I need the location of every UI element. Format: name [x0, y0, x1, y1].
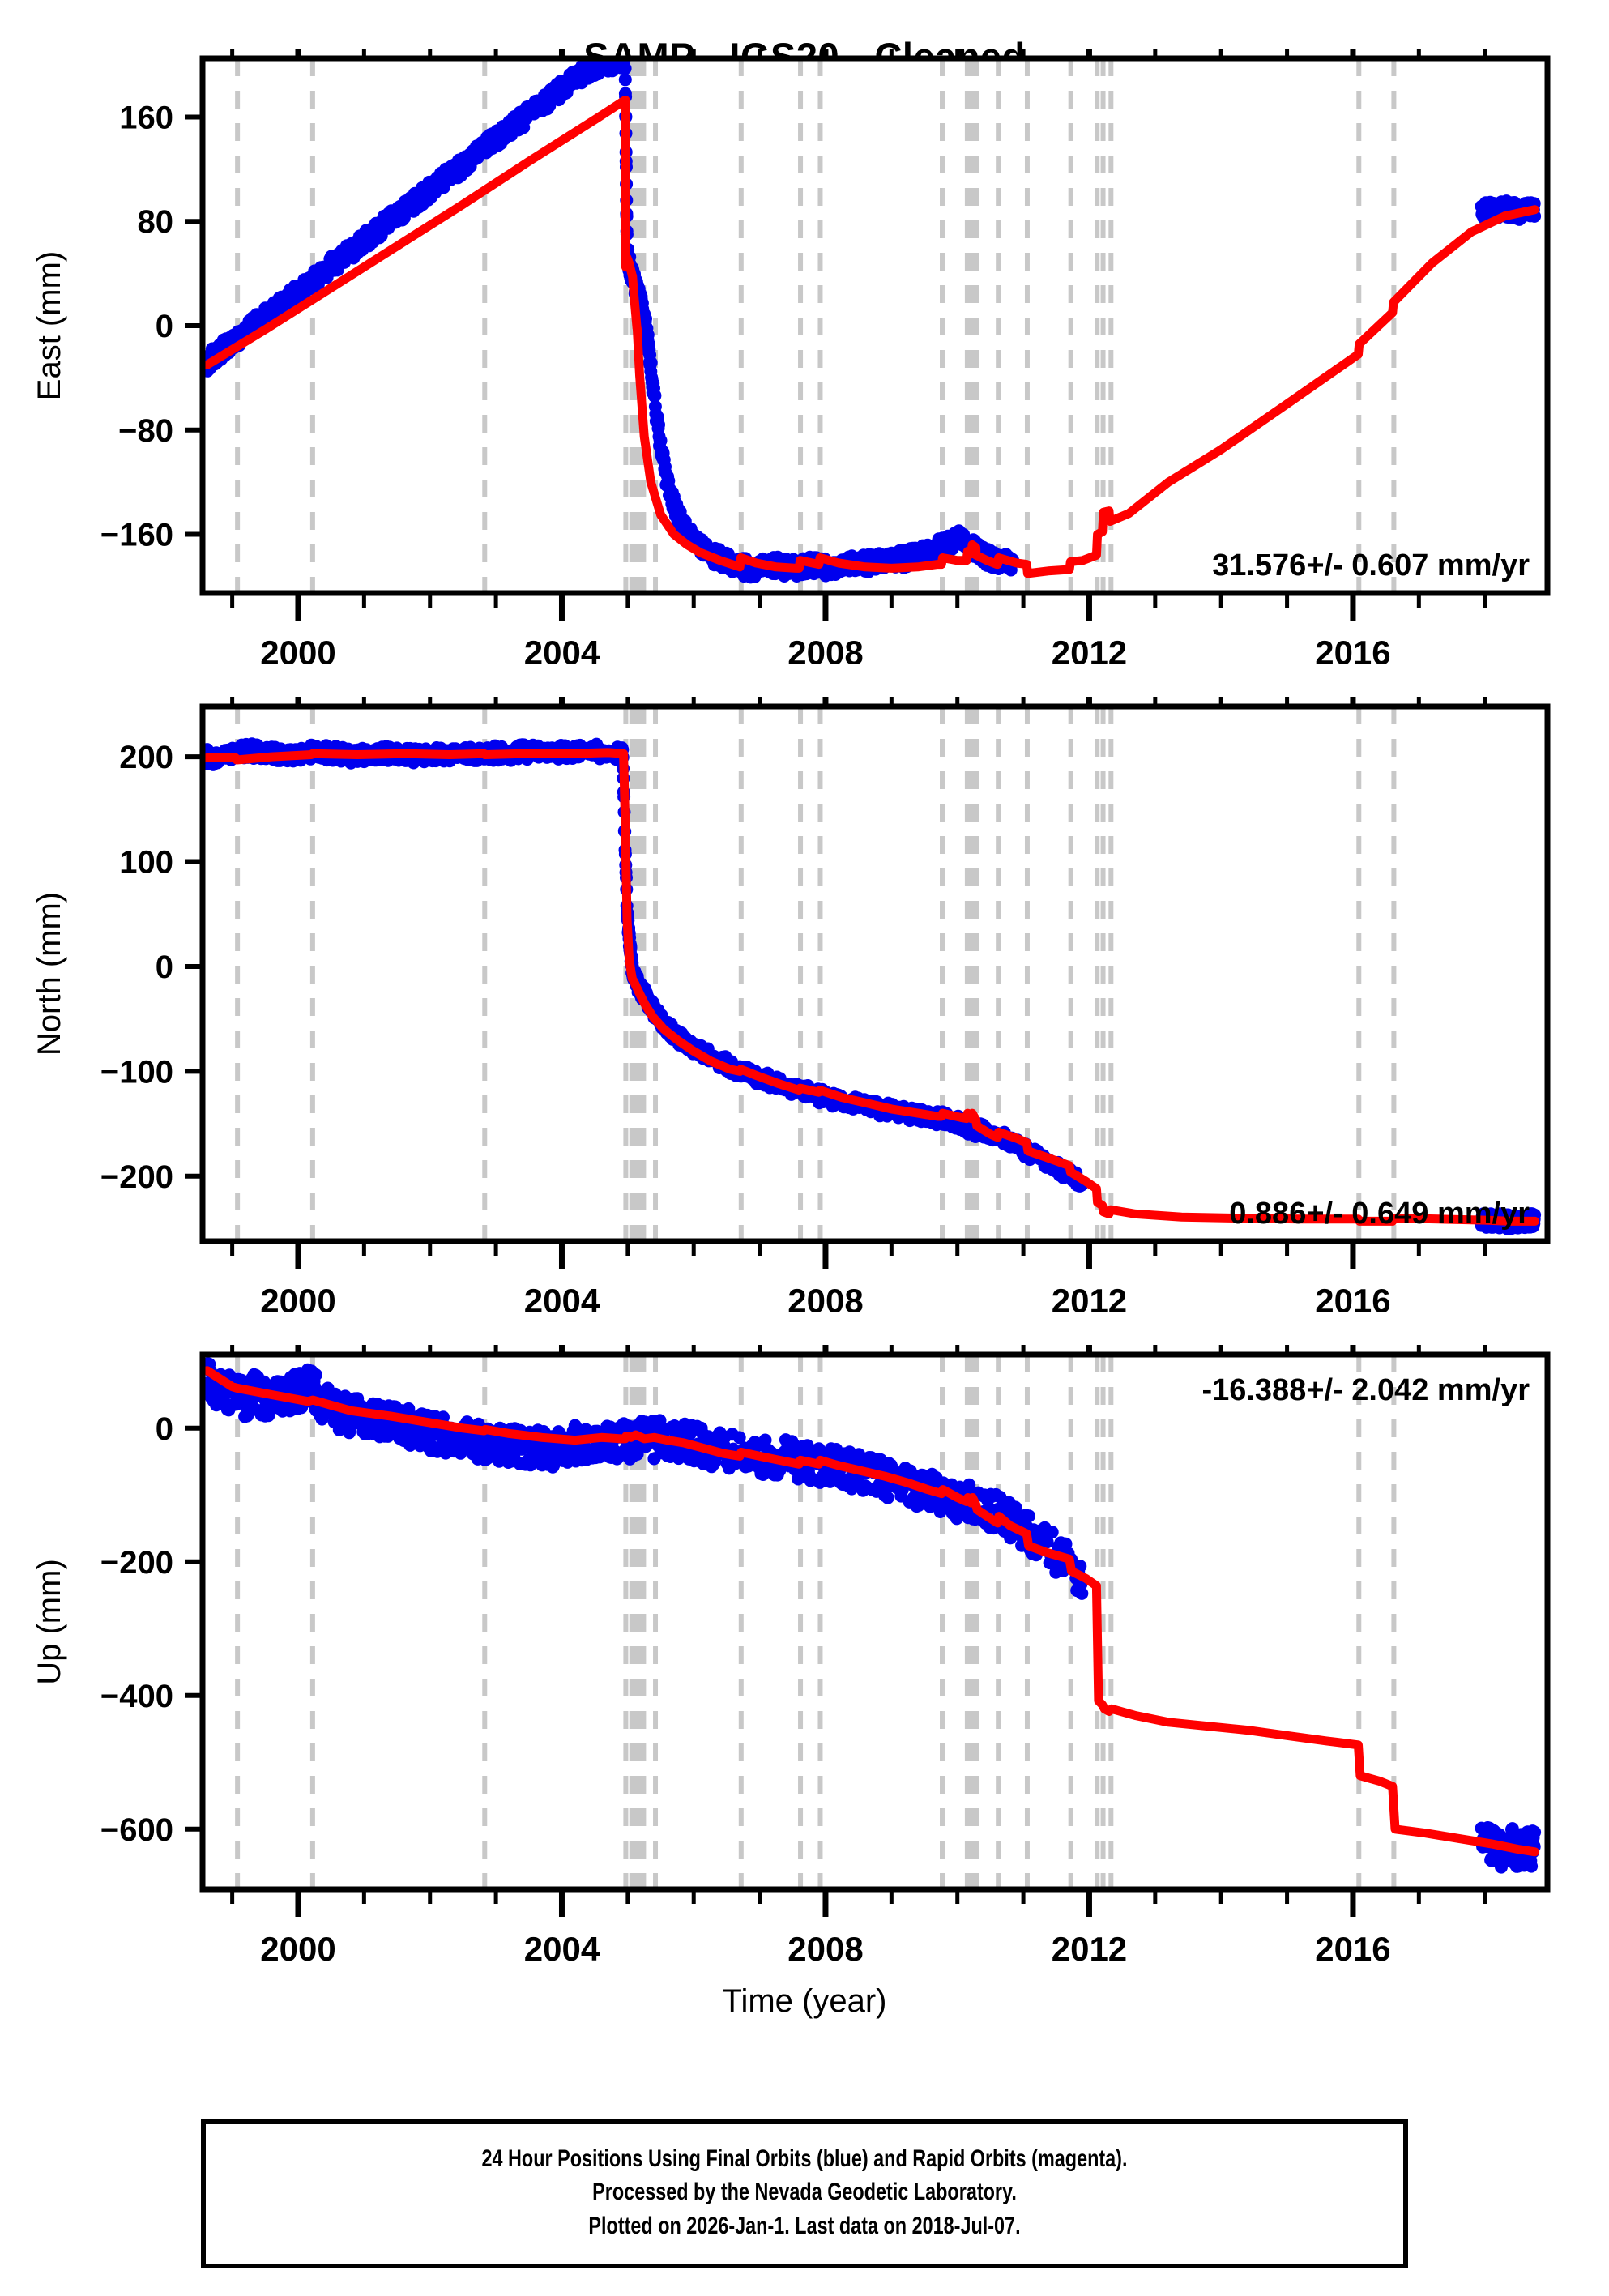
y-axis: −200 −100 0 100 200	[100, 740, 203, 1195]
svg-text:−400: −400	[100, 1679, 173, 1714]
plot-north: −200 −100 0 100 200 North (mm) 2000 2004 2008 201…	[32, 697, 1551, 1312]
svg-text:0: 0	[156, 950, 173, 985]
x-tick-label: 2004	[524, 1282, 600, 1312]
svg-text:80: 80	[138, 204, 174, 240]
svg-text:160: 160	[119, 100, 173, 135]
y-axis: −600 −400 −200 0	[100, 1411, 203, 1848]
footer-line-3: Plotted on 2026-Jan-1. Last data on 2018…	[588, 2212, 1021, 2239]
svg-text:−100: −100	[100, 1054, 173, 1090]
footer-line-2: Processed by the Nevada Geodetic Laborat…	[592, 2179, 1017, 2206]
svg-text:100: 100	[119, 845, 173, 881]
svg-text:−600: −600	[100, 1812, 173, 1848]
rate-annotation-north: 0.886+/- 0.649 mm/yr	[1229, 1197, 1530, 1231]
panel-east: −160 −80 0 80 160 East (mm) 2000 2004 2008 2012 20…	[0, 49, 1609, 664]
event-lines	[235, 1355, 1397, 1889]
x-tick-label: 2008	[787, 1282, 863, 1312]
svg-text:−200: −200	[100, 1545, 173, 1581]
model-fit-line	[203, 1366, 1539, 1857]
x-tick-label: 2000	[260, 1930, 335, 1961]
model-fit-line	[203, 748, 1539, 1226]
x-tick-label: 2004	[524, 634, 600, 664]
plot-frame	[199, 1351, 1551, 1893]
footer-caption-box: 24 Hour Positions Using Final Orbits (bl…	[201, 2119, 1408, 2269]
svg-text:0: 0	[156, 309, 173, 344]
x-axis: 2000 2004 2008 2012 2016	[230, 1345, 1487, 1961]
svg-text:−80: −80	[118, 413, 173, 449]
x-tick-label: 2008	[787, 634, 863, 664]
x-axis-label: Time (year)	[722, 1983, 887, 2019]
svg-text:0: 0	[156, 1411, 173, 1447]
x-tick-label: 2012	[1052, 634, 1127, 664]
x-tick-label: 2016	[1315, 1930, 1390, 1961]
y-axis-label: North (mm)	[32, 892, 67, 1056]
x-tick-label: 2016	[1315, 634, 1390, 664]
y-axis: −160 −80 0 80 160	[100, 100, 203, 553]
x-tick-label: 2016	[1315, 1282, 1390, 1312]
svg-text:−160: −160	[100, 518, 173, 553]
rate-annotation-up: -16.388+/- 2.042 mm/yr	[1201, 1373, 1530, 1407]
panel-up: −600 −400 −200 0 Up (mm) 2000 2004 2008 2012 2016…	[0, 1345, 1609, 1961]
x-axis: 2000 2004 2008 2012 2016	[230, 49, 1487, 664]
y-axis-label: East (mm)	[32, 251, 67, 400]
y-axis-label: Up (mm)	[32, 1559, 67, 1685]
x-tick-label: 2000	[260, 634, 335, 664]
svg-text:200: 200	[119, 740, 173, 775]
x-tick-label: 2012	[1052, 1930, 1127, 1961]
plot-frame	[199, 703, 1551, 1244]
model-fit-line	[203, 96, 1539, 578]
rate-annotation-east: 31.576+/- 0.607 mm/yr	[1212, 548, 1530, 583]
x-tick-label: 2004	[524, 1930, 600, 1961]
x-tick-label: 2008	[787, 1930, 863, 1961]
plot-up: −600 −400 −200 0 Up (mm) 2000 2004 2008 2012 2016…	[32, 1345, 1551, 1961]
x-axis: 2000 2004 2008 2012 2016	[230, 697, 1487, 1312]
panel-north: −200 −100 0 100 200 North (mm) 2000 2004 2008 201…	[0, 697, 1609, 1312]
x-tick-label: 2012	[1052, 1282, 1127, 1312]
svg-text:−200: −200	[100, 1159, 173, 1195]
x-tick-label: 2000	[260, 1282, 335, 1312]
footer-line-1: 24 Hour Positions Using Final Orbits (bl…	[481, 2145, 1128, 2172]
